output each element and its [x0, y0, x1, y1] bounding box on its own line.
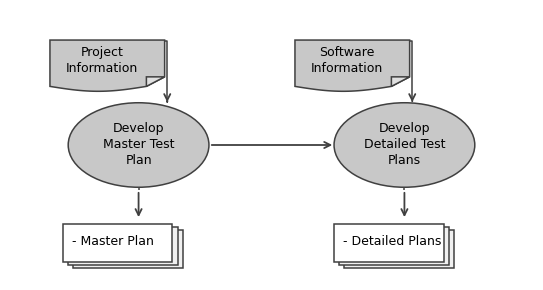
Bar [339, 227, 449, 265]
Ellipse shape [68, 103, 209, 187]
Bar [73, 230, 183, 268]
Bar [68, 227, 178, 265]
Text: Develop
Detailed Test
Plans: Develop Detailed Test Plans [364, 122, 445, 168]
Bar [334, 224, 444, 262]
Polygon shape [392, 77, 409, 86]
Text: - Master Plan: - Master Plan [72, 235, 154, 248]
Text: Project
Information: Project Information [66, 46, 138, 75]
Polygon shape [147, 77, 165, 86]
Text: - Detailed Plans: - Detailed Plans [343, 235, 442, 248]
Bar [344, 230, 454, 268]
Bar [63, 224, 173, 262]
Polygon shape [50, 40, 165, 91]
Text: Develop
Master Test
Plan: Develop Master Test Plan [103, 122, 174, 168]
Polygon shape [295, 40, 409, 91]
Text: Software
Information: Software Information [311, 46, 383, 75]
Ellipse shape [334, 103, 475, 187]
